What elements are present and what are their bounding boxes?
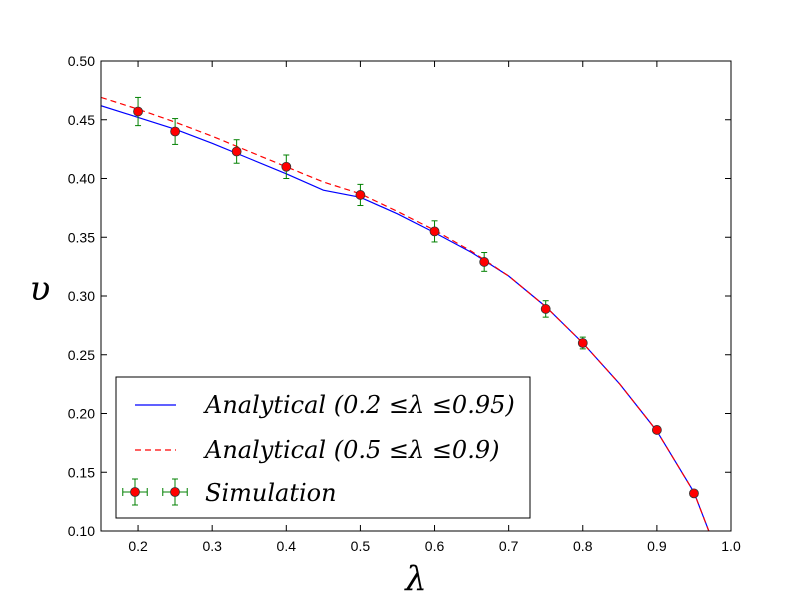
x-tick-label: 0.3 (202, 538, 222, 554)
data-point (540, 304, 551, 314)
y-tick-label: 0.40 (68, 171, 95, 187)
x-tick-label: 0.9 (647, 538, 667, 554)
data-point (170, 126, 181, 137)
x-tick-label: 0.6 (425, 538, 445, 554)
y-axis-label: υ (30, 269, 51, 309)
legend: Analytical (0.2 ≤λ ≤0.95) Analytical (0.… (115, 376, 531, 519)
data-point (355, 190, 366, 200)
y-tick-label: 0.35 (68, 229, 95, 245)
legend-label-analytical-partial: Analytical (0.5 ≤λ ≤0.9) (203, 436, 499, 464)
series-line-analytical-partial (101, 96, 710, 531)
legend-box (115, 376, 531, 519)
data-point (689, 488, 699, 499)
data-point (479, 257, 490, 267)
y-tick-label: 0.15 (68, 464, 95, 480)
x-tick-label: 0.2 (128, 538, 148, 554)
legend-swatch-simulation (122, 478, 188, 506)
legend-marker (170, 487, 180, 497)
axis-ticks: 0.2 0.3 0.4 0.5 0.6 0.7 0.8 0.9 1.0 0.10 0.15 0.20 0… (68, 53, 741, 554)
y-tick-label: 0.10 (68, 523, 95, 539)
x-tick-label: 1.0 (721, 538, 741, 554)
legend-marker (130, 487, 140, 497)
y-tick-label: 0.20 (68, 406, 95, 422)
x-tick-label: 0.7 (499, 538, 519, 554)
y-tick-label: 0.30 (68, 288, 95, 304)
data-point (651, 425, 662, 435)
x-axis-label: λ (403, 559, 427, 599)
data-point (231, 146, 242, 157)
x-tick-label: 0.4 (277, 538, 297, 554)
x-tick-label: 0.8 (573, 538, 593, 554)
data-point (429, 226, 440, 237)
plot-series (101, 96, 710, 531)
legend-label-simulation: Simulation (205, 479, 337, 507)
data-point (577, 338, 588, 348)
legend-label-analytical-full: Analytical (0.2 ≤λ ≤0.95) (203, 391, 515, 419)
y-tick-label: 0.25 (68, 347, 95, 363)
y-tick-label: 0.50 (68, 53, 95, 69)
data-point (281, 161, 292, 172)
y-tick-label: 0.45 (68, 112, 95, 128)
x-tick-label: 0.5 (351, 538, 371, 554)
data-point (133, 106, 143, 117)
